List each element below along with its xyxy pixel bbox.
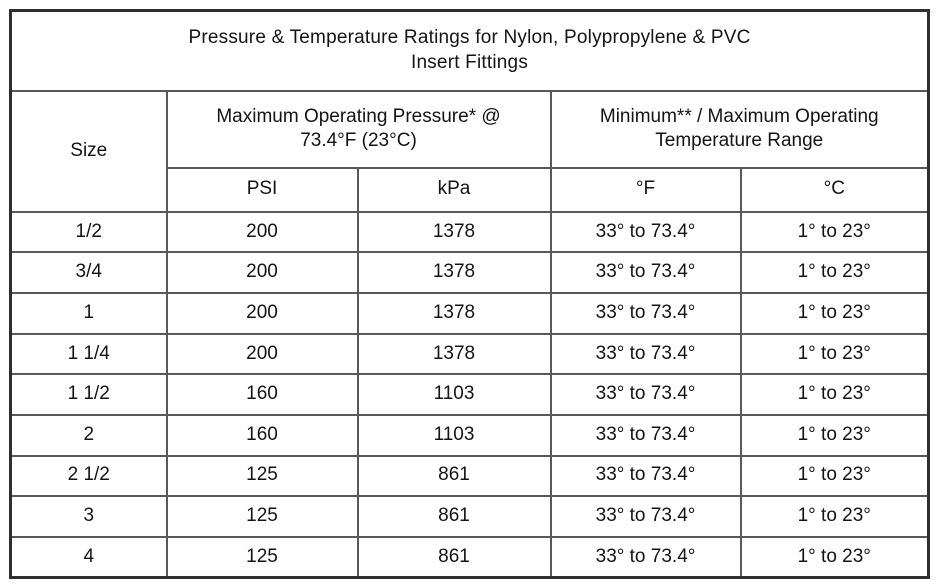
size-cell: 1 1/2 <box>9 373 168 416</box>
kpa-cell: 1103 <box>356 413 552 457</box>
temp-c-cell: 1° to 23° <box>739 454 930 498</box>
table-title: Pressure & Temperature Ratings for Nylon… <box>9 9 930 92</box>
psi-cell: 125 <box>165 454 359 498</box>
column-header-size: Size <box>9 89 168 213</box>
kpa-cell: 1378 <box>356 291 552 335</box>
temp-c-cell: 1° to 23° <box>739 332 930 376</box>
size-cell: 4 <box>9 535 168 579</box>
temp-c-cell: 1° to 23° <box>739 413 930 457</box>
temp-f-cell: 33° to 73.4° <box>549 210 742 254</box>
psi-cell: 200 <box>165 210 359 254</box>
temp-f-cell: 33° to 73.4° <box>549 373 742 416</box>
kpa-cell: 1378 <box>356 251 552 294</box>
temp-f-cell: 33° to 73.4° <box>549 413 742 457</box>
psi-cell: 160 <box>165 413 359 457</box>
column-group-header-temperature: Minimum** / Maximum Operating Temperatur… <box>549 89 930 169</box>
table-row: 1 1/4 200 1378 33° to 73.4° 1° to 23° <box>9 332 930 376</box>
table-row: 1 1/2 160 1103 33° to 73.4° 1° to 23° <box>9 373 930 416</box>
size-cell: 2 <box>9 413 168 457</box>
psi-cell: 200 <box>165 332 359 376</box>
table-row: 2 160 1103 33° to 73.4° 1° to 23° <box>9 413 930 457</box>
temp-f-cell: 33° to 73.4° <box>549 495 742 538</box>
temp-c-cell: 1° to 23° <box>739 495 930 538</box>
table-row: 2 1/2 125 861 33° to 73.4° 1° to 23° <box>9 454 930 498</box>
table-row: 1/2 200 1378 33° to 73.4° 1° to 23° <box>9 210 930 254</box>
temp-c-cell: 1° to 23° <box>739 210 930 254</box>
table-row: 3/4 200 1378 33° to 73.4° 1° to 23° <box>9 251 930 294</box>
column-header-deg-f: °F <box>549 166 742 213</box>
table-row: 1 200 1378 33° to 73.4° 1° to 23° <box>9 291 930 335</box>
temp-c-cell: 1° to 23° <box>739 535 930 579</box>
kpa-cell: 861 <box>356 495 552 538</box>
temp-f-cell: 33° to 73.4° <box>549 535 742 579</box>
temp-f-cell: 33° to 73.4° <box>549 454 742 498</box>
size-cell: 1 <box>9 291 168 335</box>
psi-cell: 125 <box>165 495 359 538</box>
kpa-cell: 861 <box>356 535 552 579</box>
temp-c-cell: 1° to 23° <box>739 291 930 335</box>
kpa-cell: 1103 <box>356 373 552 416</box>
psi-cell: 160 <box>165 373 359 416</box>
psi-cell: 125 <box>165 535 359 579</box>
kpa-cell: 1378 <box>356 210 552 254</box>
column-header-deg-c: °C <box>739 166 930 213</box>
kpa-cell: 1378 <box>356 332 552 376</box>
size-cell: 1 1/4 <box>9 332 168 376</box>
temp-f-cell: 33° to 73.4° <box>549 251 742 294</box>
psi-cell: 200 <box>165 291 359 335</box>
psi-cell: 200 <box>165 251 359 294</box>
size-cell: 3/4 <box>9 251 168 294</box>
table-row: 4 125 861 33° to 73.4° 1° to 23° <box>9 535 930 579</box>
column-header-kpa: kPa <box>356 166 552 213</box>
temp-f-cell: 33° to 73.4° <box>549 332 742 376</box>
size-cell: 1/2 <box>9 210 168 254</box>
table-row: 3 125 861 33° to 73.4° 1° to 23° <box>9 495 930 538</box>
temp-c-cell: 1° to 23° <box>739 251 930 294</box>
size-cell: 2 1/2 <box>9 454 168 498</box>
temp-f-cell: 33° to 73.4° <box>549 291 742 335</box>
column-header-psi: PSI <box>165 166 359 213</box>
temp-c-cell: 1° to 23° <box>739 373 930 416</box>
kpa-cell: 861 <box>356 454 552 498</box>
column-group-header-pressure: Maximum Operating Pressure* @ 73.4°F (23… <box>165 89 552 169</box>
size-cell: 3 <box>9 495 168 538</box>
pressure-temperature-ratings-table: Pressure & Temperature Ratings for Nylon… <box>9 9 931 579</box>
